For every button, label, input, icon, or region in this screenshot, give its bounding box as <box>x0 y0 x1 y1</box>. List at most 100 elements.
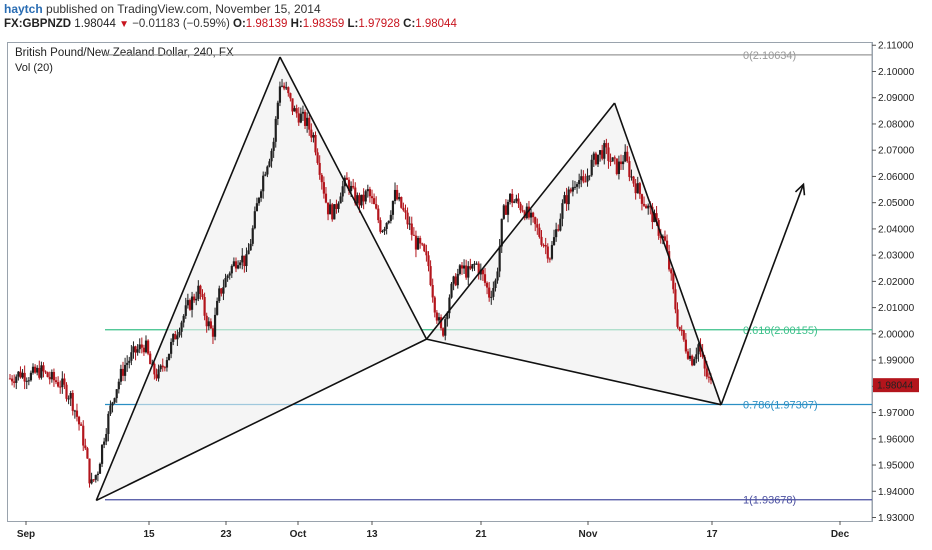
y-tick-label: 1.95000 <box>878 461 915 472</box>
candle-body <box>86 448 89 459</box>
symbol-label[interactable]: FX:GBPNZD <box>4 18 72 30</box>
header-bar: haytch published on TradingView.com, Nov… <box>0 0 932 36</box>
candle-body <box>337 203 340 209</box>
candle-body <box>462 265 466 269</box>
candle-body <box>575 184 579 187</box>
candle-body <box>100 444 104 464</box>
candle-body <box>513 201 516 203</box>
candle-body <box>36 367 39 373</box>
candle-body <box>504 205 508 215</box>
candle-body <box>619 161 623 165</box>
candle-body <box>73 410 76 412</box>
candle-body <box>527 206 531 218</box>
candle-body <box>416 237 420 250</box>
candle-body <box>557 229 560 231</box>
candle-body <box>109 405 112 414</box>
candle-body <box>88 458 91 484</box>
candle-body <box>456 273 459 286</box>
x-tick-label: 17 <box>706 529 718 540</box>
candle-body <box>410 223 413 235</box>
last-price: 1.98044 <box>74 18 116 30</box>
candle-body <box>329 204 332 215</box>
close-label: C: <box>403 18 416 30</box>
candle-body <box>678 326 681 330</box>
candle-body <box>119 368 123 382</box>
candle-body <box>255 203 259 212</box>
candle-body <box>555 229 558 238</box>
candle-body <box>224 278 227 288</box>
candle-body <box>529 212 533 218</box>
y-tick-label: 2.06000 <box>878 172 915 183</box>
candle-body <box>306 117 309 126</box>
candle-body <box>485 282 489 288</box>
candle-body <box>707 376 710 378</box>
candle-body <box>622 161 625 165</box>
candle-body <box>303 111 307 126</box>
candle-body <box>592 153 595 160</box>
last-price-label: 1.98044 <box>877 381 914 392</box>
pattern-leg-cd <box>613 102 722 405</box>
candle-body <box>563 195 566 204</box>
candle-body <box>437 317 441 321</box>
projection-arrow-line <box>720 184 805 405</box>
candle-body <box>345 177 348 180</box>
candle-body <box>287 87 290 94</box>
pattern-leg-xa <box>95 56 281 501</box>
candle-body <box>234 261 238 269</box>
candle-body <box>391 201 395 215</box>
candle-body <box>23 372 26 382</box>
candle-body <box>283 85 286 89</box>
candle-body <box>333 204 336 220</box>
candle-body <box>377 208 380 221</box>
candle-body <box>695 354 698 360</box>
candle-body <box>642 203 646 206</box>
candle-body <box>500 218 503 247</box>
candle-body <box>278 86 282 103</box>
candle-body <box>144 340 148 353</box>
candle-body <box>496 271 499 281</box>
candle-body <box>544 245 547 247</box>
author-link[interactable]: haytch <box>4 2 43 16</box>
candle-body <box>596 154 600 165</box>
candle-body <box>383 228 386 232</box>
candle-body <box>538 227 541 237</box>
candle-body <box>584 181 587 183</box>
fib-level-label: 1(1.93678) <box>743 495 796 507</box>
candle-body <box>471 264 474 269</box>
candle-body <box>655 213 658 221</box>
candle-body <box>594 153 597 165</box>
volume-indicator-label[interactable]: Vol (20) <box>15 62 53 74</box>
candle-body <box>561 203 564 219</box>
candle-body <box>170 341 173 354</box>
last-price-marker <box>873 378 919 393</box>
candle-body <box>511 193 514 203</box>
candle-body <box>31 366 35 373</box>
candle-body <box>167 353 171 361</box>
candle-body <box>65 384 68 399</box>
candle-body <box>232 261 235 267</box>
candle-body <box>247 250 250 255</box>
candle-body <box>178 331 181 336</box>
candle-body <box>477 263 480 275</box>
candle-body <box>502 205 505 219</box>
candle-body <box>640 194 644 204</box>
candle-body <box>308 117 311 130</box>
x-tick-label: 13 <box>366 529 378 540</box>
candle-body <box>226 275 229 279</box>
candle-body <box>257 197 261 204</box>
candle-body <box>312 134 315 138</box>
candle-body <box>130 352 133 361</box>
candle-body <box>262 175 265 192</box>
candle-body <box>601 150 604 159</box>
candle-body <box>236 265 240 269</box>
candle-body <box>517 198 520 204</box>
candle-body <box>201 293 204 297</box>
candle-body <box>488 287 491 298</box>
candle-body <box>534 217 537 225</box>
fib-level-label: 0(2.10634) <box>743 50 796 62</box>
candle-body <box>398 197 401 200</box>
candle-body <box>105 434 108 442</box>
candle-body <box>483 274 487 283</box>
candle-body <box>195 298 198 301</box>
